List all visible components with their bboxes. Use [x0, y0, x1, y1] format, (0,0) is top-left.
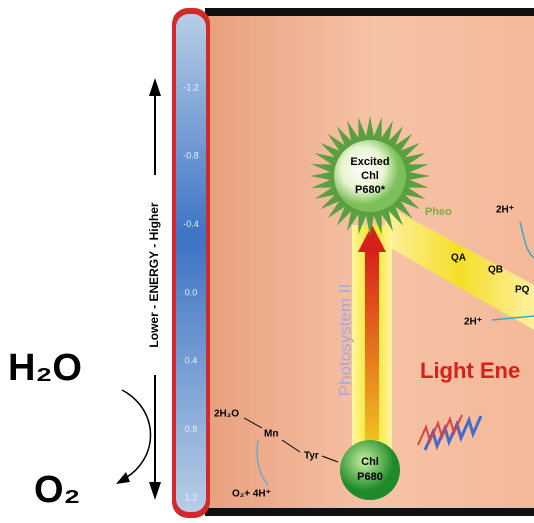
curved-arrow: [121, 389, 152, 481]
water-split-label: 2H₂O: [214, 409, 239, 420]
water-label: H₂O: [8, 347, 82, 389]
scale-tick-label: -0.8: [183, 151, 199, 161]
products-label: O₂+ 4H⁺: [232, 489, 271, 500]
excited-core: [334, 140, 406, 212]
excited-label: P680*: [355, 184, 386, 196]
excitation-arrow: [365, 250, 379, 440]
scale-tick-label: -1.2: [183, 82, 199, 92]
pheo-label: Pheo: [425, 206, 452, 218]
proton-arrow: [519, 221, 534, 259]
panel-border: [205, 8, 534, 16]
scale-tick-label: -0.4: [183, 219, 199, 229]
reaction-arrow: [243, 417, 263, 429]
proton-arrow: [491, 315, 534, 321]
photosystem-label: Photosystem II: [335, 284, 354, 396]
qa-label: QA: [451, 253, 466, 264]
scale-bar: [176, 14, 206, 512]
light-label: Light Ene: [420, 358, 520, 383]
qb-label: QB: [488, 265, 503, 276]
label-gap: [146, 175, 164, 375]
ground-state: [340, 440, 400, 500]
light-wave: [417, 414, 463, 446]
reaction-arrow: [281, 439, 301, 453]
excited-label: Excited: [350, 156, 389, 168]
tyr-label: Tyr: [304, 451, 319, 462]
scale-ticks: -1.2 -0.8 -0.4 0.0 0.4 0.8 1.2: [183, 82, 199, 502]
proton-label: 2H⁺: [464, 317, 482, 328]
product-arrow: [256, 439, 269, 486]
scale-tick-label: 0.0: [185, 287, 198, 297]
electron-beam: [385, 205, 534, 330]
mn-label: Mn: [264, 429, 278, 440]
axis-label: Lower - ENERGY - Higher: [147, 202, 161, 347]
oxygen-label: O₂: [34, 469, 80, 511]
panel-border: [205, 508, 534, 516]
excited-label: Chl: [361, 170, 379, 182]
pq-label: PQ: [515, 285, 530, 296]
arrow-head: [149, 482, 161, 500]
arrow-head: [149, 78, 161, 96]
proton-label: 2H⁺: [496, 205, 514, 216]
scale-tick-label: 0.8: [185, 424, 198, 434]
ground-label: P680: [357, 471, 383, 483]
arrow-head: [358, 225, 386, 252]
scale-tick-label: 0.4: [185, 356, 198, 366]
ground-label: Chl: [361, 456, 379, 468]
arrow-head: [116, 472, 130, 484]
scale-tick-label: 1.2: [185, 492, 198, 502]
reaction-arrow: [321, 455, 339, 463]
